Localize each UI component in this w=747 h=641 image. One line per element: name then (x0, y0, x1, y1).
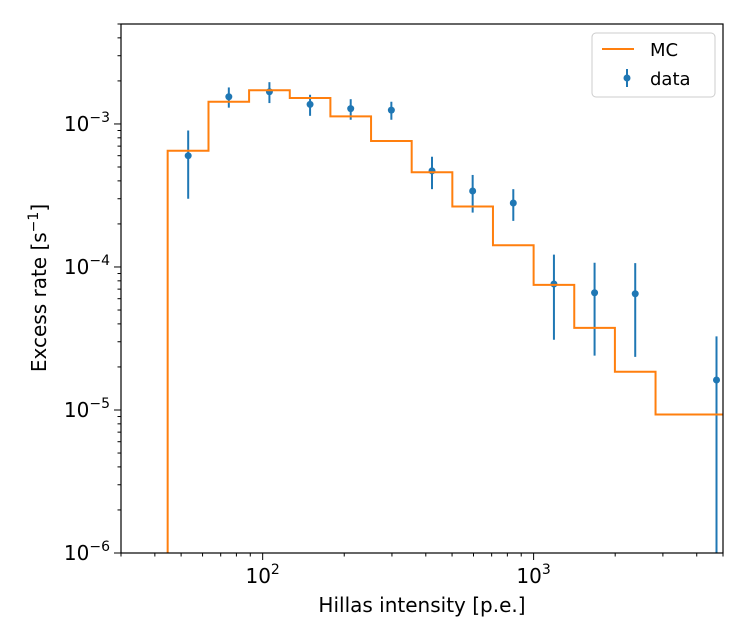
legend-mc-label: MC (650, 40, 678, 61)
data-marker (591, 289, 599, 297)
x-tick-label: 102 (245, 562, 279, 588)
y-tick-label-base: 10 (64, 255, 89, 279)
data-marker (306, 100, 314, 108)
y-axis-label-main: Excess rate [s (27, 232, 51, 372)
data-point (631, 263, 639, 357)
data-marker (713, 376, 721, 384)
y-tick-label-base: 10 (64, 541, 89, 565)
data-marker (509, 199, 517, 207)
x-axis-label: Hillas intensity [p.e.] (318, 593, 525, 617)
x-tick-label-exp: 2 (271, 562, 280, 578)
data-marker (428, 167, 436, 175)
y-tick-label-exp: −5 (89, 396, 110, 412)
legend: MC data (591, 32, 716, 98)
y-tick-label-exp: −3 (89, 110, 110, 126)
x-tick-label: 103 (516, 562, 550, 588)
data-marker (347, 105, 355, 113)
y-tick-label: 10−5 (64, 396, 110, 422)
y-tick-labels: 10−610−510−410−3 (64, 110, 110, 565)
series-mc (166, 89, 723, 553)
data-point (387, 101, 395, 120)
data-marker (225, 93, 233, 101)
data-point (225, 87, 233, 108)
data-point (713, 336, 721, 553)
y-axis-label-end: ] (27, 204, 51, 212)
data-point (591, 262, 599, 356)
data-marker (184, 152, 192, 160)
data-point (184, 130, 192, 199)
x-tick-labels: 102 103 (245, 562, 550, 588)
data-point (265, 82, 273, 104)
y-tick-label: 10−4 (64, 253, 110, 279)
data-marker (387, 106, 395, 114)
data-point (509, 189, 517, 221)
y-tick-label-exp: −4 (89, 253, 110, 269)
series-data (184, 82, 721, 553)
x-tick-label-base: 10 (245, 564, 270, 588)
data-marker (631, 290, 639, 298)
plot-area (166, 82, 723, 553)
data-marker (469, 187, 477, 195)
data-point (550, 254, 558, 340)
y-tick-label-base: 10 (64, 112, 89, 136)
y-tick-label: 10−3 (64, 110, 110, 136)
y-tick-label-base: 10 (64, 398, 89, 422)
major-ticks (114, 123, 535, 560)
y-axis-label: Excess rate [s−1] (26, 204, 51, 372)
x-tick-label-base: 10 (516, 564, 541, 588)
y-tick-label-exp: −6 (89, 539, 110, 555)
y-tick-label: 10−6 (64, 539, 110, 565)
y-axis-label-sup: −1 (26, 212, 42, 233)
plot-frame (120, 23, 724, 554)
legend-data-label: data (650, 69, 691, 90)
x-tick-label-exp: 3 (542, 562, 551, 578)
mc-step-line (166, 89, 723, 553)
legend-data-marker (623, 74, 631, 82)
